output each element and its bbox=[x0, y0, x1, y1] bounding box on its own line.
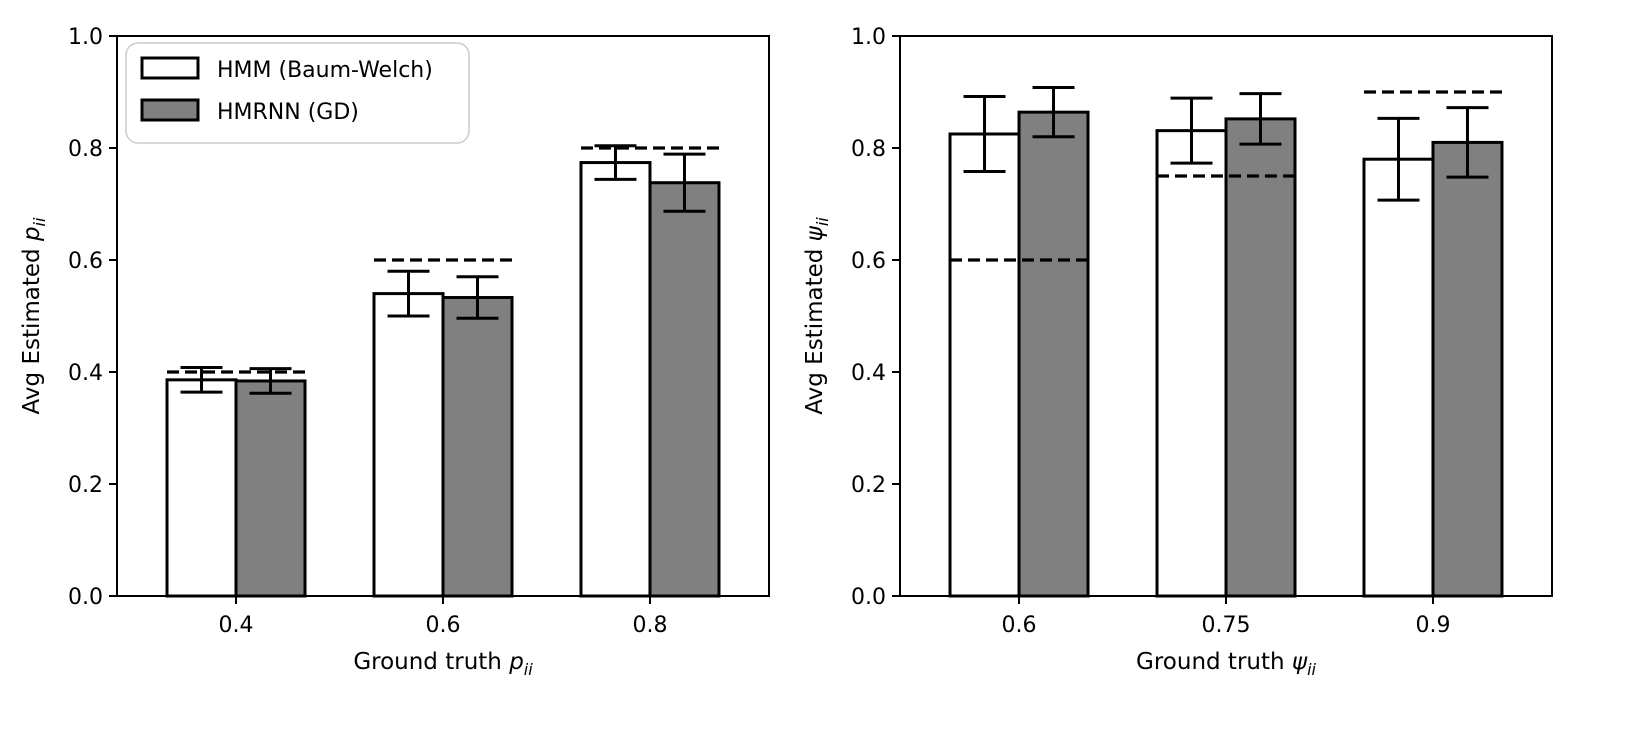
x-axis-label-subscript: ii bbox=[1307, 660, 1316, 679]
y-tick-label: 1.0 bbox=[68, 25, 103, 50]
legend-swatch-hmrnn bbox=[140, 98, 200, 122]
bar-hmm-0.75 bbox=[1155, 129, 1228, 598]
y-tick-label: 0.2 bbox=[851, 473, 886, 498]
error-bar-hmm-0.75 bbox=[1170, 96, 1213, 165]
error-bar-hmrnn-0.8 bbox=[663, 152, 706, 213]
bar-hmm-0.6 bbox=[372, 292, 445, 598]
x-axis-label: Ground truth pii bbox=[353, 649, 533, 679]
subplot-2: 0.0 0.2 0.4 0.6 0.8 1.0 0.6 0.75 0.9 Ground truth… bbox=[802, 25, 1553, 679]
error-bar-hmm-0.6 bbox=[387, 269, 430, 318]
y-axis-label: Avg Estimated ψii bbox=[802, 217, 832, 415]
bar-hmrnn-0.6 bbox=[1017, 110, 1090, 598]
y-tick-label: 0.6 bbox=[68, 249, 103, 274]
y-tick-label: 0.0 bbox=[851, 585, 886, 610]
error-bar-hmrnn-0.6 bbox=[456, 275, 499, 320]
error-bar-hmrnn-0.4 bbox=[249, 367, 292, 395]
error-bar-hmrnn-0.75 bbox=[1239, 92, 1282, 146]
bar-hmrnn-0.8 bbox=[648, 181, 721, 598]
y-axis-label-subscript: ii bbox=[813, 217, 832, 226]
x-tick-label: 0.6 bbox=[426, 613, 461, 638]
subplot-1: 0.0 0.2 0.4 0.6 0.8 1.0 0.4 0.6 0.8 Ground truth … bbox=[19, 25, 770, 679]
x-axis-label-text: Ground truth bbox=[353, 649, 509, 675]
x-axis-label-symbol: p bbox=[508, 649, 524, 675]
bar-hmm-0.6 bbox=[948, 132, 1021, 598]
bar-hmrnn-0.6 bbox=[441, 296, 514, 598]
error-bar-hmrnn-0.6 bbox=[1032, 86, 1075, 139]
y-tick-label: 0.2 bbox=[68, 473, 103, 498]
legend-swatch-hmm bbox=[140, 56, 200, 80]
x-tick-label: 0.8 bbox=[632, 613, 667, 638]
y-axis-label-symbol: ψ bbox=[802, 225, 828, 241]
y-axis-label: Avg Estimated pii bbox=[19, 217, 49, 414]
bar-hmm-0.4 bbox=[165, 378, 238, 598]
error-bar-hmm-0.8 bbox=[594, 144, 637, 181]
bar-hmrnn-0.75 bbox=[1224, 117, 1297, 598]
x-tick-label: 0.75 bbox=[1202, 613, 1251, 638]
legend: HMM (Baum-Welch) HMRNN (GD) bbox=[125, 42, 470, 144]
y-axis-label-symbol: p bbox=[19, 226, 45, 242]
y-axis-label-subscript: ii bbox=[30, 217, 49, 226]
error-bar-hmm-0.9 bbox=[1377, 116, 1420, 202]
legend-frame bbox=[125, 42, 470, 144]
x-tick-label: 0.6 bbox=[1002, 613, 1037, 638]
y-tick-label: 1.0 bbox=[851, 25, 886, 50]
x-axis-label-text: Ground truth bbox=[1136, 649, 1292, 675]
bar-hmm-0.9 bbox=[1362, 157, 1435, 598]
bar-hmm-0.8 bbox=[579, 161, 652, 598]
error-bar-hmrnn-0.9 bbox=[1446, 106, 1489, 179]
y-axis-label-text: Avg Estimated bbox=[802, 241, 828, 414]
bar-hmrnn-0.9 bbox=[1431, 140, 1504, 598]
x-axis-label: Ground truth ψii bbox=[1136, 649, 1317, 679]
error-bar-hmm-0.6 bbox=[963, 94, 1006, 174]
legend-label-hmm: HMM (Baum-Welch) bbox=[217, 58, 433, 83]
y-tick-label: 0.8 bbox=[68, 137, 103, 162]
x-axis-label-symbol: ψ bbox=[1292, 649, 1308, 675]
x-tick-label: 0.4 bbox=[219, 613, 254, 638]
y-tick-label: 0.0 bbox=[68, 585, 103, 610]
legend-label-hmrnn: HMRNN (GD) bbox=[217, 100, 359, 125]
y-tick-label: 0.8 bbox=[851, 137, 886, 162]
x-tick-label: 0.9 bbox=[1415, 613, 1450, 638]
x-axis-label-subscript: ii bbox=[524, 660, 533, 679]
y-tick-label: 0.4 bbox=[851, 361, 886, 386]
bar-hmrnn-0.4 bbox=[234, 379, 307, 598]
y-tick-label: 0.6 bbox=[851, 249, 886, 274]
y-axis-label-text: Avg Estimated bbox=[19, 241, 45, 414]
error-bar-hmm-0.4 bbox=[180, 366, 223, 394]
y-tick-label: 0.4 bbox=[68, 361, 103, 386]
